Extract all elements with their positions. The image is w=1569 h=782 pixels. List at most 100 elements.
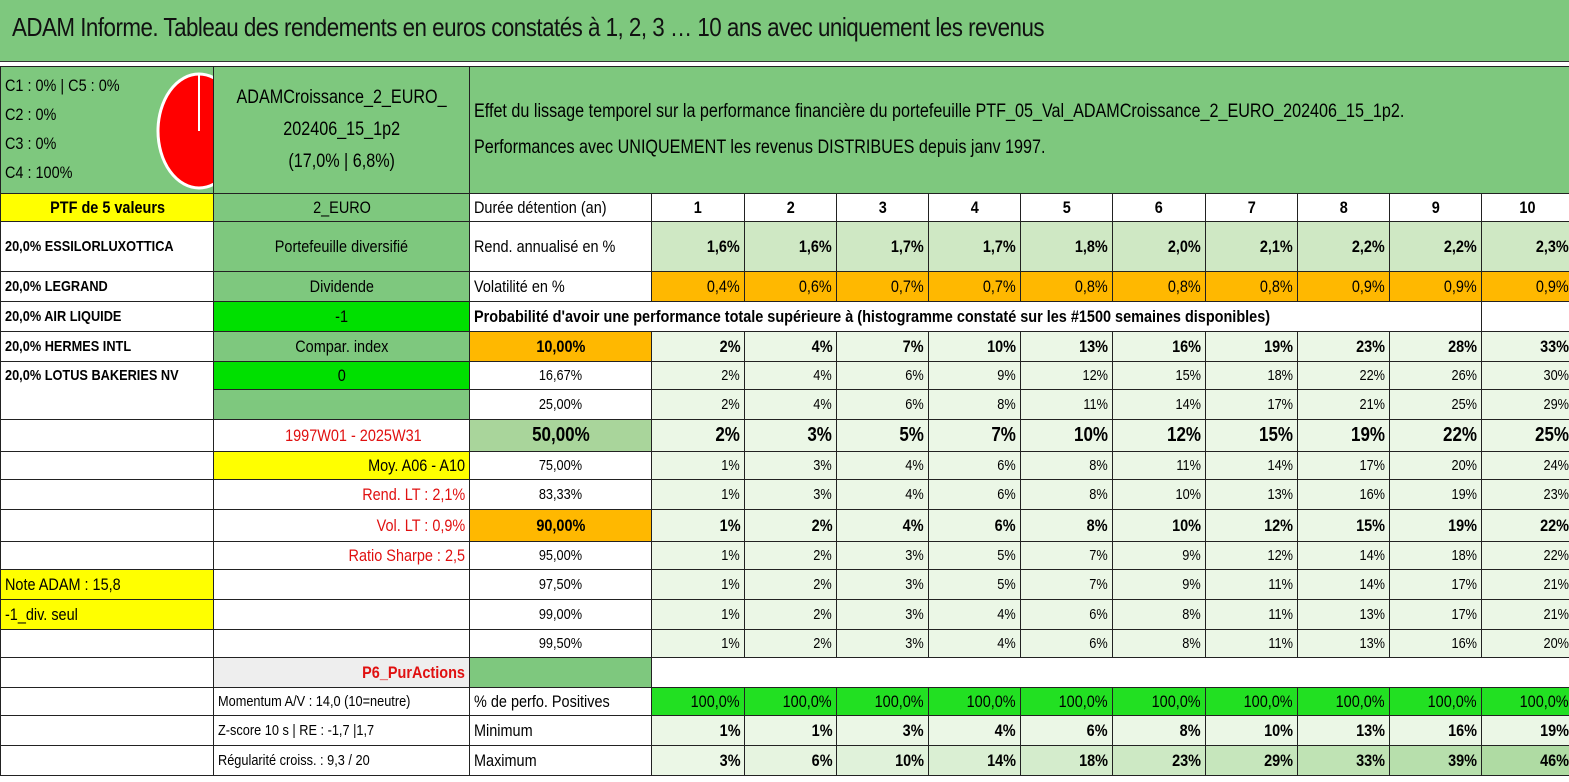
prob-value: 15% <box>1204 419 1298 452</box>
vol-value: 0,8% <box>1020 271 1113 302</box>
page-title: ADAM Informe. Tableau des rendements en … <box>12 12 1045 42</box>
min-value-text: 1% <box>811 720 833 740</box>
year-header: 2 <box>744 193 838 222</box>
prob-value: 12% <box>1111 419 1206 452</box>
empty-cell <box>0 451 215 480</box>
rend-value: 1,7% <box>836 221 930 272</box>
rend-value: 1,6% <box>651 221 746 272</box>
prob-value: 19% <box>1388 479 1482 510</box>
prob-value-text: 2% <box>813 547 833 564</box>
prob-value: 11% <box>1020 389 1113 420</box>
prob-value-text: 19% <box>1350 424 1385 446</box>
prob-value: 3% <box>744 479 838 510</box>
portfolio-info-cell-text: Rend. LT : 2,1% <box>362 484 466 504</box>
prob-value-text: 25% <box>1534 424 1569 446</box>
prob-value-text: 29% <box>1543 396 1569 413</box>
prob-value-text: 10% <box>1175 486 1201 503</box>
prob-value-text: 3% <box>905 606 925 623</box>
max-value-text: 23% <box>1172 750 1201 770</box>
prob-value: 4% <box>836 479 930 510</box>
year-header-text: 4 <box>970 197 979 217</box>
prob-value: 17% <box>1388 599 1482 630</box>
prob-value: 33% <box>1480 331 1569 362</box>
vol-value: 0,9% <box>1296 271 1390 302</box>
year-header-text: 3 <box>878 197 887 217</box>
prob-title-text: Probabilité d'avoir une performance tota… <box>474 306 1271 326</box>
threshold-label: 10,00% <box>469 331 653 362</box>
prob-value-text: 28% <box>1447 336 1477 356</box>
performance-table: C1 : 0% | C5 : 0% C2 : 0% C3 : 0% C4 : 1… <box>0 66 1569 776</box>
prob-value: 16% <box>1296 479 1390 510</box>
prob-value-text: 11% <box>1268 576 1293 593</box>
year-header: 5 <box>1020 193 1113 222</box>
prob-value: 22% <box>1296 361 1390 390</box>
prob-value: 10% <box>1111 509 1206 542</box>
prob-value-text: 7% <box>991 424 1016 446</box>
prob-value: 17% <box>1296 451 1390 480</box>
min-value-text: 16% <box>1447 720 1477 740</box>
max-value-text: 6% <box>811 750 833 770</box>
year-header: 4 <box>928 193 1021 222</box>
prob-value-text: 6% <box>905 367 925 384</box>
pos-value-text: 100,0% <box>1519 691 1569 711</box>
empty-cell <box>1480 301 1569 332</box>
prob-value-text: 8% <box>1182 606 1201 623</box>
min-value: 16% <box>1388 715 1482 746</box>
left-info-cell-text: -1_div. seul <box>5 604 78 624</box>
prob-value: 23% <box>1480 479 1569 510</box>
currency-cell-text: 2_EURO <box>312 197 371 217</box>
prob-value-text: 8% <box>1089 457 1108 474</box>
prob-value-text: 20% <box>1543 635 1569 652</box>
prob-value: 3% <box>836 599 930 630</box>
min-value-text: 13% <box>1355 720 1385 740</box>
max-value: 46% <box>1480 745 1569 776</box>
prob-value: 23% <box>1296 331 1390 362</box>
year-header-text: 10 <box>1519 197 1536 217</box>
prob-value: 2% <box>651 419 746 452</box>
prob-value: 5% <box>836 419 930 452</box>
portfolio-info-cell: 1997W01 - 2025W31 <box>213 419 471 452</box>
prob-value: 8% <box>1111 599 1206 630</box>
separator <box>0 62 1569 66</box>
min-value: 10% <box>1204 715 1298 746</box>
prob-value: 11% <box>1204 599 1298 630</box>
min-value: 1% <box>744 715 838 746</box>
portfolio-name-line2: 202406_15_1p2 <box>283 119 401 140</box>
ptf-header-text: PTF de 5 valeurs <box>49 197 165 217</box>
max-value: 3% <box>651 745 746 776</box>
allocation-pie-chart <box>156 72 213 190</box>
prob-value: 21% <box>1480 569 1569 600</box>
title-bar: ADAM Informe. Tableau des rendements en … <box>0 0 1569 62</box>
min-value: 19% <box>1480 715 1569 746</box>
prob-value: 9% <box>928 361 1021 390</box>
prob-value-text: 12% <box>1263 515 1293 535</box>
prob-value: 15% <box>1296 509 1390 542</box>
prob-value-text: 22% <box>1442 424 1477 446</box>
prob-value: 10% <box>928 331 1021 362</box>
empty-cell <box>213 389 471 420</box>
threshold-label: 75,00% <box>469 451 653 480</box>
prob-value-text: 25% <box>1451 396 1477 413</box>
prob-value: 12% <box>1020 361 1113 390</box>
prob-value: 17% <box>1388 569 1482 600</box>
vol-value: 0,9% <box>1388 271 1482 302</box>
prob-value: 25% <box>1388 389 1482 420</box>
prob-value-text: 33% <box>1539 336 1569 356</box>
pos-value-text: 100,0% <box>966 691 1016 711</box>
portfolio-type-text: Portefeuille diversifié <box>275 236 409 256</box>
prob-value-text: 8% <box>1182 635 1201 652</box>
year-header: 1 <box>651 193 746 222</box>
rend-value: 1,8% <box>1020 221 1113 272</box>
prob-value-text: 4% <box>905 457 925 474</box>
allocation-c2: C2 : 0% <box>5 105 57 124</box>
max-value: 14% <box>928 745 1021 776</box>
prob-value: 6% <box>1020 599 1113 630</box>
prob-value-text: 18% <box>1267 367 1293 384</box>
threshold-label-text: 16,67% <box>539 367 583 384</box>
year-header-text: 8 <box>1339 197 1348 217</box>
prob-value-text: 17% <box>1451 576 1477 593</box>
prob-value-text: 2% <box>721 396 741 413</box>
year-header-text: 2 <box>786 197 795 217</box>
min-value-text: 4% <box>995 720 1016 740</box>
rend-value: 1,6% <box>744 221 838 272</box>
